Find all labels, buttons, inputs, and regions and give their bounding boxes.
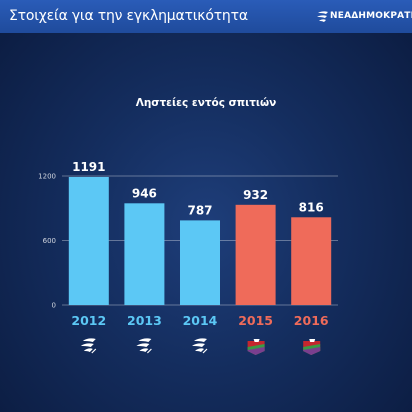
value-label-2012: 1191 bbox=[72, 160, 105, 174]
page-title: Στοιχεία για την εγκληματικότητα bbox=[9, 8, 248, 24]
syriza-logo-icon-2015 bbox=[247, 339, 265, 355]
year-label-2012: 2012 bbox=[71, 313, 106, 328]
year-label-2015: 2015 bbox=[238, 313, 273, 328]
bar-2013 bbox=[124, 203, 165, 305]
year-label-2013: 2013 bbox=[127, 313, 162, 328]
ytick-label: 600 bbox=[43, 237, 56, 245]
nd-logo-icon-2014 bbox=[192, 338, 208, 354]
bar-2016 bbox=[291, 217, 332, 305]
value-label-2013: 946 bbox=[132, 186, 157, 200]
nd-logo-icon-2012 bbox=[80, 338, 97, 354]
nd-logo-icon bbox=[317, 11, 328, 22]
ytick-label: 1200 bbox=[38, 173, 56, 181]
year-label-2016: 2016 bbox=[294, 313, 329, 328]
value-label-2015: 932 bbox=[243, 188, 268, 202]
nd-logo: ΝΕΑΔΗΜΟΚΡΑΤΙΑ bbox=[316, 9, 412, 27]
bar-2014 bbox=[180, 220, 220, 305]
bar-2015 bbox=[235, 204, 276, 305]
logo-text: ΝΕΑΔΗΜΟΚΡΑΤΙΑ bbox=[330, 11, 412, 21]
value-label-2014: 787 bbox=[187, 203, 212, 217]
value-label-2016: 816 bbox=[299, 200, 324, 214]
nd-logo-icon-2013 bbox=[136, 338, 152, 354]
header-bar: Στοιχεία για την εγκληματικότητα ΝΕΑΔΗΜΟ… bbox=[0, 0, 412, 33]
syriza-logo-icon-2016 bbox=[303, 339, 321, 355]
year-label-2014: 2014 bbox=[183, 313, 218, 328]
ytick-label: 0 bbox=[52, 302, 56, 310]
chart-title: Ληστείες εντός σπιτιών bbox=[135, 97, 277, 109]
bar-2012 bbox=[68, 176, 109, 305]
